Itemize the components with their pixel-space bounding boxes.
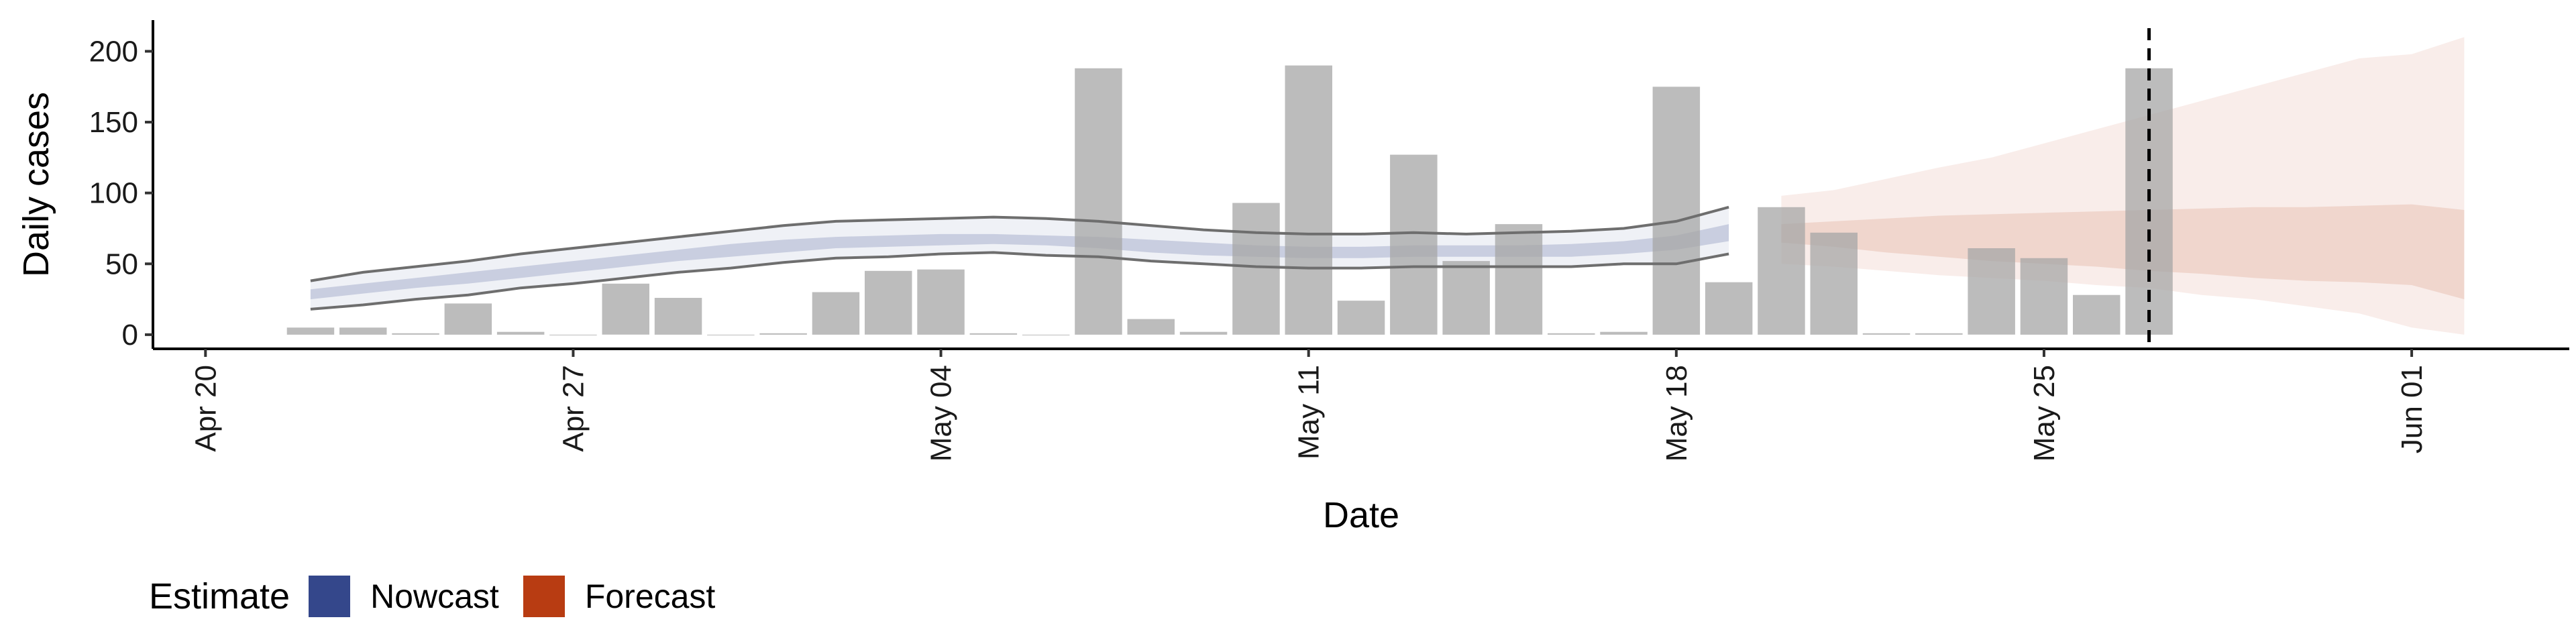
case-bar [392, 333, 439, 335]
y-axis-title: Daily cases [16, 92, 56, 277]
x-tick-label: May 04 [925, 365, 958, 462]
forecast-ribbons [1781, 37, 2465, 335]
forecast-band-50 [1781, 204, 2465, 300]
x-axis-title: Date [1323, 495, 1399, 535]
legend-label-nowcast: Nowcast [370, 578, 499, 615]
case-bar [1390, 154, 1438, 335]
x-axis-ticks: Apr 20 Apr 27 May 04 May 11 May 18 May 25 Jun … [189, 349, 2428, 462]
legend: Estimate Nowcast Forecast [149, 576, 739, 617]
y-tick-label: 50 [105, 248, 138, 280]
nowcast-lower-line [310, 251, 1729, 311]
case-bar [496, 331, 545, 335]
case-bar [602, 283, 649, 335]
case-bar [1758, 207, 1805, 335]
x-tick-label: Jun 01 [2396, 365, 2428, 453]
case-bar [1968, 248, 2015, 335]
case-bar [654, 298, 702, 335]
x-tick-label: May 11 [1293, 365, 1326, 460]
case-bar [969, 333, 1018, 335]
case-bar [1705, 282, 1753, 335]
case-bar [339, 327, 387, 335]
case-bar [1285, 65, 1332, 335]
y-tick-label: 150 [89, 106, 138, 139]
reported-case-bars [286, 65, 2173, 335]
nowcast-band-90 [310, 207, 1729, 309]
legend-label-forecast: Forecast [584, 578, 716, 615]
case-bar [1600, 331, 1648, 335]
x-tick-label: Apr 27 [557, 365, 590, 452]
legend-title: Estimate [149, 576, 290, 616]
case-bar [1232, 203, 1280, 335]
case-bar [1652, 87, 1701, 335]
nowcast-bound-lines [310, 205, 1729, 311]
case-bar [1495, 224, 1543, 335]
nowcast-upper-line [310, 205, 1729, 282]
case-bar [1075, 68, 1122, 335]
forecast-band-90 [1781, 37, 2465, 335]
legend-swatch-nowcast [309, 576, 351, 617]
case-bar [1337, 301, 1385, 335]
case-bar [812, 292, 860, 335]
case-bar [1862, 333, 1911, 335]
x-tick-label: May 25 [2028, 365, 2061, 462]
case-bar [1915, 333, 1963, 335]
case-bar [1810, 232, 1858, 335]
case-bar [2020, 258, 2068, 335]
case-bar [2073, 294, 2121, 335]
case-bar [1442, 261, 1490, 335]
x-tick-label: Apr 20 [189, 365, 222, 452]
case-bar [759, 333, 807, 335]
case-bar [286, 327, 335, 335]
y-tick-label: 200 [89, 35, 138, 68]
case-bar [865, 270, 912, 335]
case-bar [1179, 331, 1228, 335]
x-tick-label: May 18 [1660, 365, 1693, 462]
case-bar [917, 269, 965, 335]
y-tick-label: 100 [89, 177, 138, 210]
y-tick-label: 0 [122, 319, 138, 352]
case-bar [1127, 319, 1175, 335]
nowcast-band-50 [310, 224, 1729, 300]
y-axis-ticks: 0 50 100 150 200 [89, 35, 153, 352]
nowcast-ribbons [310, 207, 1729, 309]
case-bar [444, 303, 492, 335]
legend-swatch-forecast [523, 576, 565, 617]
case-bar [1548, 333, 1595, 335]
